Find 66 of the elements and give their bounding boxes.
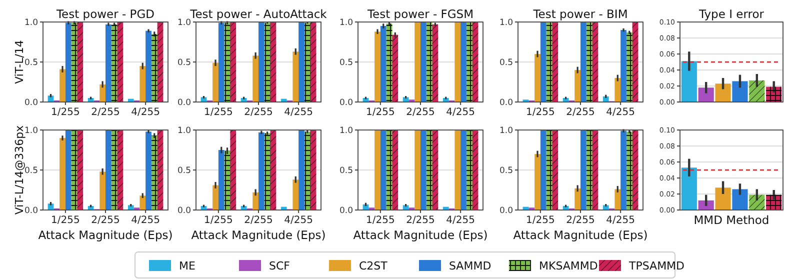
x-tick-label: 1/255	[526, 215, 555, 226]
x-tick-label: 1/255	[526, 107, 555, 118]
y-tick-label: 0.0	[177, 206, 191, 216]
legend-label: MKSAMMD	[539, 260, 598, 272]
x-tick-label: 1/255	[51, 107, 80, 118]
legend-label: TPSAMMD	[628, 260, 685, 272]
y-tick-label: 1.0	[177, 126, 191, 136]
y-tick-label: 0.0	[177, 98, 191, 108]
y-tick-label: 1.0	[24, 126, 38, 136]
y-axis-title: ViT-L/14	[13, 40, 26, 84]
x-tick-label: 4/255	[284, 107, 313, 118]
y-tick-label: 1.0	[339, 18, 353, 28]
x-tick-label: 4/255	[446, 215, 475, 226]
x-axis-title: Attack Magnitude (Eps)	[353, 228, 488, 242]
x-tick-label: 4/255	[284, 215, 313, 226]
x-tick-label: 1/255	[204, 107, 233, 118]
x-tick-label: 2/255	[406, 215, 435, 226]
y-tick-label: 0.5	[339, 166, 353, 176]
x-axis-title: Attack Magnitude (Eps)	[38, 228, 173, 242]
y-tick-label: 0.5	[177, 166, 191, 176]
y-tick-label: 0.0	[339, 206, 353, 216]
x-tick-label: 4/255	[606, 107, 635, 118]
y-tick-label: 0.5	[24, 166, 38, 176]
chart-title: Test power - AutoAttack	[189, 7, 328, 21]
x-axis-title: Attack Magnitude (Eps)	[191, 228, 326, 242]
x-tick-label: 2/255	[244, 215, 273, 226]
y-axis-title: ViT-L/14@336px	[13, 124, 26, 215]
chart-title: Test power - FGSM	[366, 7, 474, 21]
x-tick-label: 1/255	[51, 215, 80, 226]
y-tick-label: 0.5	[499, 58, 513, 68]
y-tick-label: 0.5	[339, 58, 353, 68]
y-tick-label: 0.0	[24, 206, 38, 216]
x-tick-label: 2/255	[91, 107, 120, 118]
x-tick-label: 4/255	[131, 107, 160, 118]
y-tick-label: 0.0	[339, 98, 353, 108]
y-tick-label: 1.0	[24, 18, 38, 28]
x-tick-label: 2/255	[91, 215, 120, 226]
legend-label: C2ST	[359, 260, 388, 272]
legend-label: SCF	[269, 260, 290, 272]
legend-label: SAMMD	[449, 260, 492, 272]
chart-title: Test power - PGD	[55, 7, 155, 21]
chart-title: Test power - BIM	[532, 7, 628, 21]
x-tick-label: 1/255	[204, 215, 233, 226]
y-tick-label: 0.0	[499, 206, 513, 216]
x-tick-label: 1/255	[366, 107, 395, 118]
x-axis-title: MMD Method	[694, 213, 770, 227]
x-tick-label: 4/255	[446, 107, 475, 118]
x-axis-title: Attack Magnitude (Eps)	[513, 228, 648, 242]
x-tick-label: 4/255	[131, 215, 160, 226]
x-tick-label: 1/255	[366, 215, 395, 226]
chart-title: Type I error	[698, 7, 764, 21]
x-tick-label: 2/255	[406, 107, 435, 118]
y-tick-label: 1.0	[499, 18, 513, 28]
y-tick-label: 1.0	[177, 18, 191, 28]
x-tick-label: 4/255	[606, 215, 635, 226]
y-tick-label: 0.5	[499, 166, 513, 176]
y-tick-label: 1.0	[499, 126, 513, 136]
y-tick-label: 1.0	[339, 126, 353, 136]
legend-label: ME	[179, 260, 196, 272]
y-tick-label: 0.0	[499, 98, 513, 108]
x-tick-label: 2/255	[244, 107, 273, 118]
x-tick-label: 2/255	[566, 215, 595, 226]
x-tick-label: 2/255	[566, 107, 595, 118]
y-tick-label: 0.0	[24, 98, 38, 108]
y-tick-label: 0.5	[24, 58, 38, 68]
y-tick-label: 0.5	[177, 58, 191, 68]
